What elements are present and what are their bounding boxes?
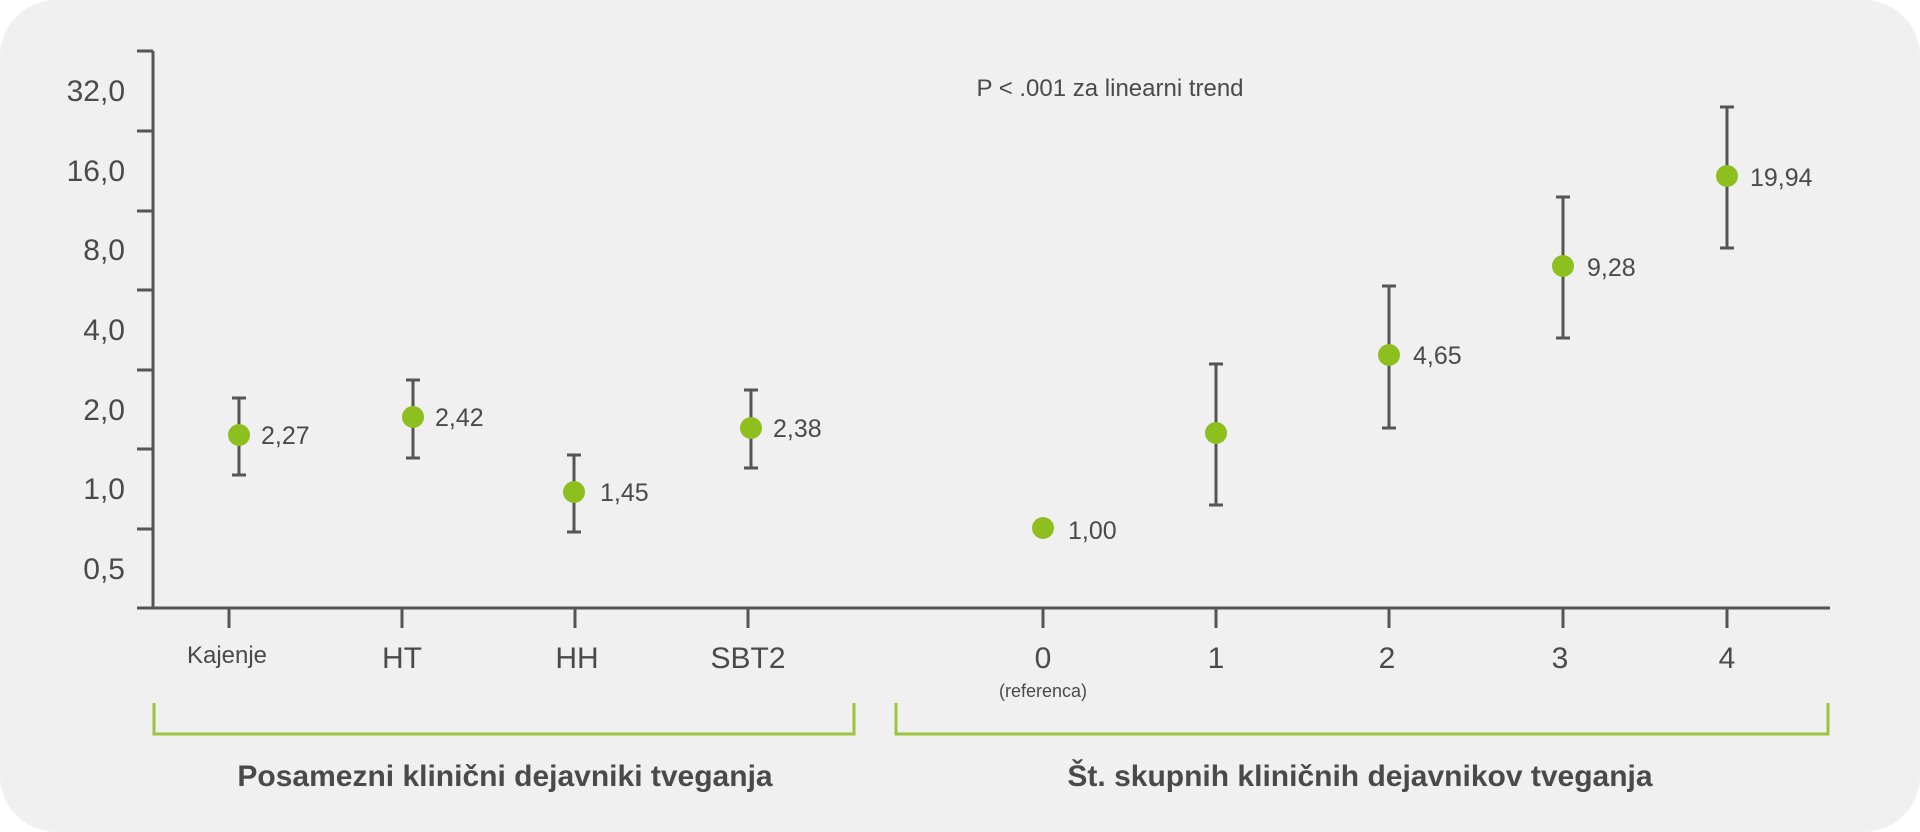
bracket-individual-factors bbox=[152, 703, 856, 736]
data-point bbox=[228, 424, 250, 446]
data-point bbox=[1378, 344, 1400, 366]
y-tick-label: 4,0 bbox=[83, 314, 125, 347]
group-title-combined: Št. skupnih kliničnih dejavnikov tveganj… bbox=[1067, 759, 1652, 793]
x-category-label: HT bbox=[382, 642, 422, 675]
value-label: 1,00 bbox=[1068, 517, 1117, 545]
x-category-label: HH bbox=[555, 642, 598, 675]
data-point bbox=[563, 481, 585, 503]
y-tick-label: 0,5 bbox=[83, 553, 125, 586]
x-category-sublabel: (referenca) bbox=[999, 681, 1087, 701]
group-brackets bbox=[152, 703, 1830, 736]
trend-annotation: P < .001 za linearni trend bbox=[976, 75, 1243, 102]
group-title-individual: Posamezni klinični dejavniki tveganja bbox=[237, 760, 773, 793]
value-labels: 2,27 2,42 1,45 2,38 1,00 4,65 9,28 19,94 bbox=[261, 164, 1813, 545]
value-label: 4,65 bbox=[1413, 342, 1462, 370]
y-tick-label: 16,0 bbox=[67, 155, 125, 188]
y-tick-label: 1,0 bbox=[83, 473, 125, 506]
data-points bbox=[228, 165, 1738, 539]
value-label: 2,27 bbox=[261, 422, 310, 450]
x-category-label: 0 bbox=[1035, 642, 1052, 675]
value-label: 2,38 bbox=[773, 415, 822, 443]
y-axis: 32,0 16,0 8,0 4,0 2,0 1,0 0,5 bbox=[67, 49, 155, 609]
data-point bbox=[1716, 165, 1738, 187]
x-category-label: 4 bbox=[1719, 642, 1736, 675]
x-category-label: SBT2 bbox=[710, 642, 785, 675]
y-tick-label: 8,0 bbox=[83, 234, 125, 267]
y-tick-label: 2,0 bbox=[83, 394, 125, 427]
value-label: 1,45 bbox=[600, 479, 649, 507]
data-point bbox=[1205, 422, 1227, 444]
data-point bbox=[402, 406, 424, 428]
data-point bbox=[740, 417, 762, 439]
value-label: 9,28 bbox=[1587, 254, 1636, 282]
x-category-label: 1 bbox=[1208, 642, 1225, 675]
x-axis: Kajenje HT HH SBT2 0 (referenca) 1 2 3 4 bbox=[137, 606, 1830, 701]
bracket-combined-factors bbox=[894, 703, 1830, 736]
data-point bbox=[1032, 517, 1054, 539]
error-bars bbox=[232, 105, 1734, 534]
y-tick-label: 32,0 bbox=[67, 75, 125, 108]
x-category-label: 2 bbox=[1379, 642, 1396, 675]
data-point bbox=[1552, 255, 1574, 277]
x-category-label: 3 bbox=[1552, 642, 1569, 675]
value-label: 2,42 bbox=[435, 404, 484, 432]
x-category-label: Kajenje bbox=[187, 642, 267, 669]
value-label: 19,94 bbox=[1750, 164, 1813, 192]
